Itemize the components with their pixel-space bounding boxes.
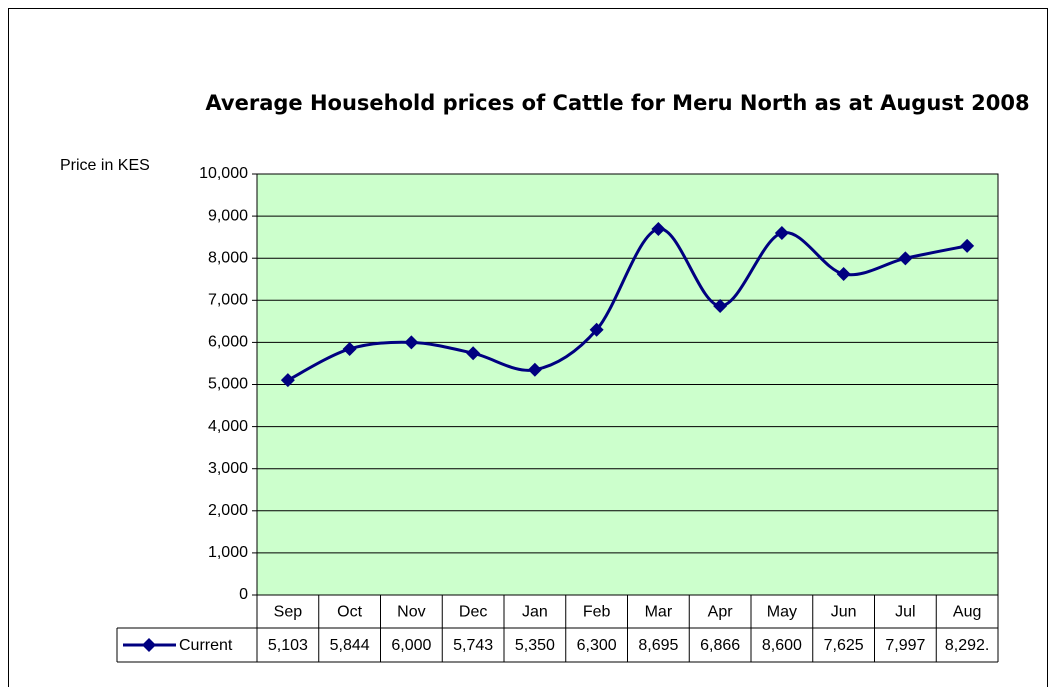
table-value: 6,000 [391, 637, 431, 654]
chart-title: Average Household prices of Cattle for M… [205, 91, 1030, 115]
table-value: 5,350 [515, 637, 555, 654]
table-value: 5,743 [453, 637, 493, 654]
x-tick-label: Dec [459, 604, 487, 621]
y-tick-label: 1,000 [208, 544, 248, 561]
x-tick-label: Apr [708, 604, 734, 621]
y-tick-label: 9,000 [208, 207, 248, 224]
x-tick-label: Jul [895, 604, 915, 621]
y-tick-label: 8,000 [208, 249, 248, 266]
x-tick-label: Oct [337, 604, 362, 621]
data-point [836, 266, 851, 281]
table-value: 5,103 [268, 637, 308, 654]
y-tick-label: 6,000 [208, 334, 248, 351]
data-point [342, 341, 357, 356]
y-tick-label: 0 [239, 586, 248, 603]
x-tick-label: Sep [274, 604, 303, 621]
data-point [527, 362, 542, 377]
y-tick-label: 10,000 [199, 165, 248, 182]
table-value: 7,997 [885, 637, 925, 654]
data-point [466, 346, 481, 361]
table-value: 8,695 [638, 637, 678, 654]
x-tick-label: Feb [583, 604, 611, 621]
table-value: 7,625 [824, 637, 864, 654]
legend-label: Current [179, 637, 233, 654]
data-point [713, 298, 728, 313]
y-tick-label: 2,000 [208, 502, 248, 519]
table-value: 8,600 [762, 637, 802, 654]
data-point [280, 373, 295, 388]
x-tick-label: Mar [645, 604, 673, 621]
x-tick-label: Aug [953, 604, 981, 621]
chart-frame [8, 8, 1048, 687]
table-value: 8,292. [945, 637, 989, 654]
data-point [589, 322, 604, 337]
x-tick-label: Jun [831, 604, 857, 621]
table-value: 6,866 [700, 637, 740, 654]
y-tick-label: 4,000 [208, 418, 248, 435]
y-tick-label: 3,000 [208, 460, 248, 477]
data-point [404, 335, 419, 350]
data-point [651, 221, 666, 236]
x-tick-label: May [767, 604, 797, 621]
x-tick-label: Nov [397, 604, 425, 621]
legend-marker [142, 638, 156, 652]
table-value: 6,300 [577, 637, 617, 654]
data-point [774, 225, 789, 240]
y-tick-label: 5,000 [208, 376, 248, 393]
y-tick-label: 7,000 [208, 292, 248, 309]
data-point [898, 251, 913, 266]
table-value: 5,844 [330, 637, 370, 654]
y-axis-label: Price in KES [60, 157, 150, 174]
x-tick-label: Jan [522, 604, 548, 621]
data-point [960, 238, 975, 253]
